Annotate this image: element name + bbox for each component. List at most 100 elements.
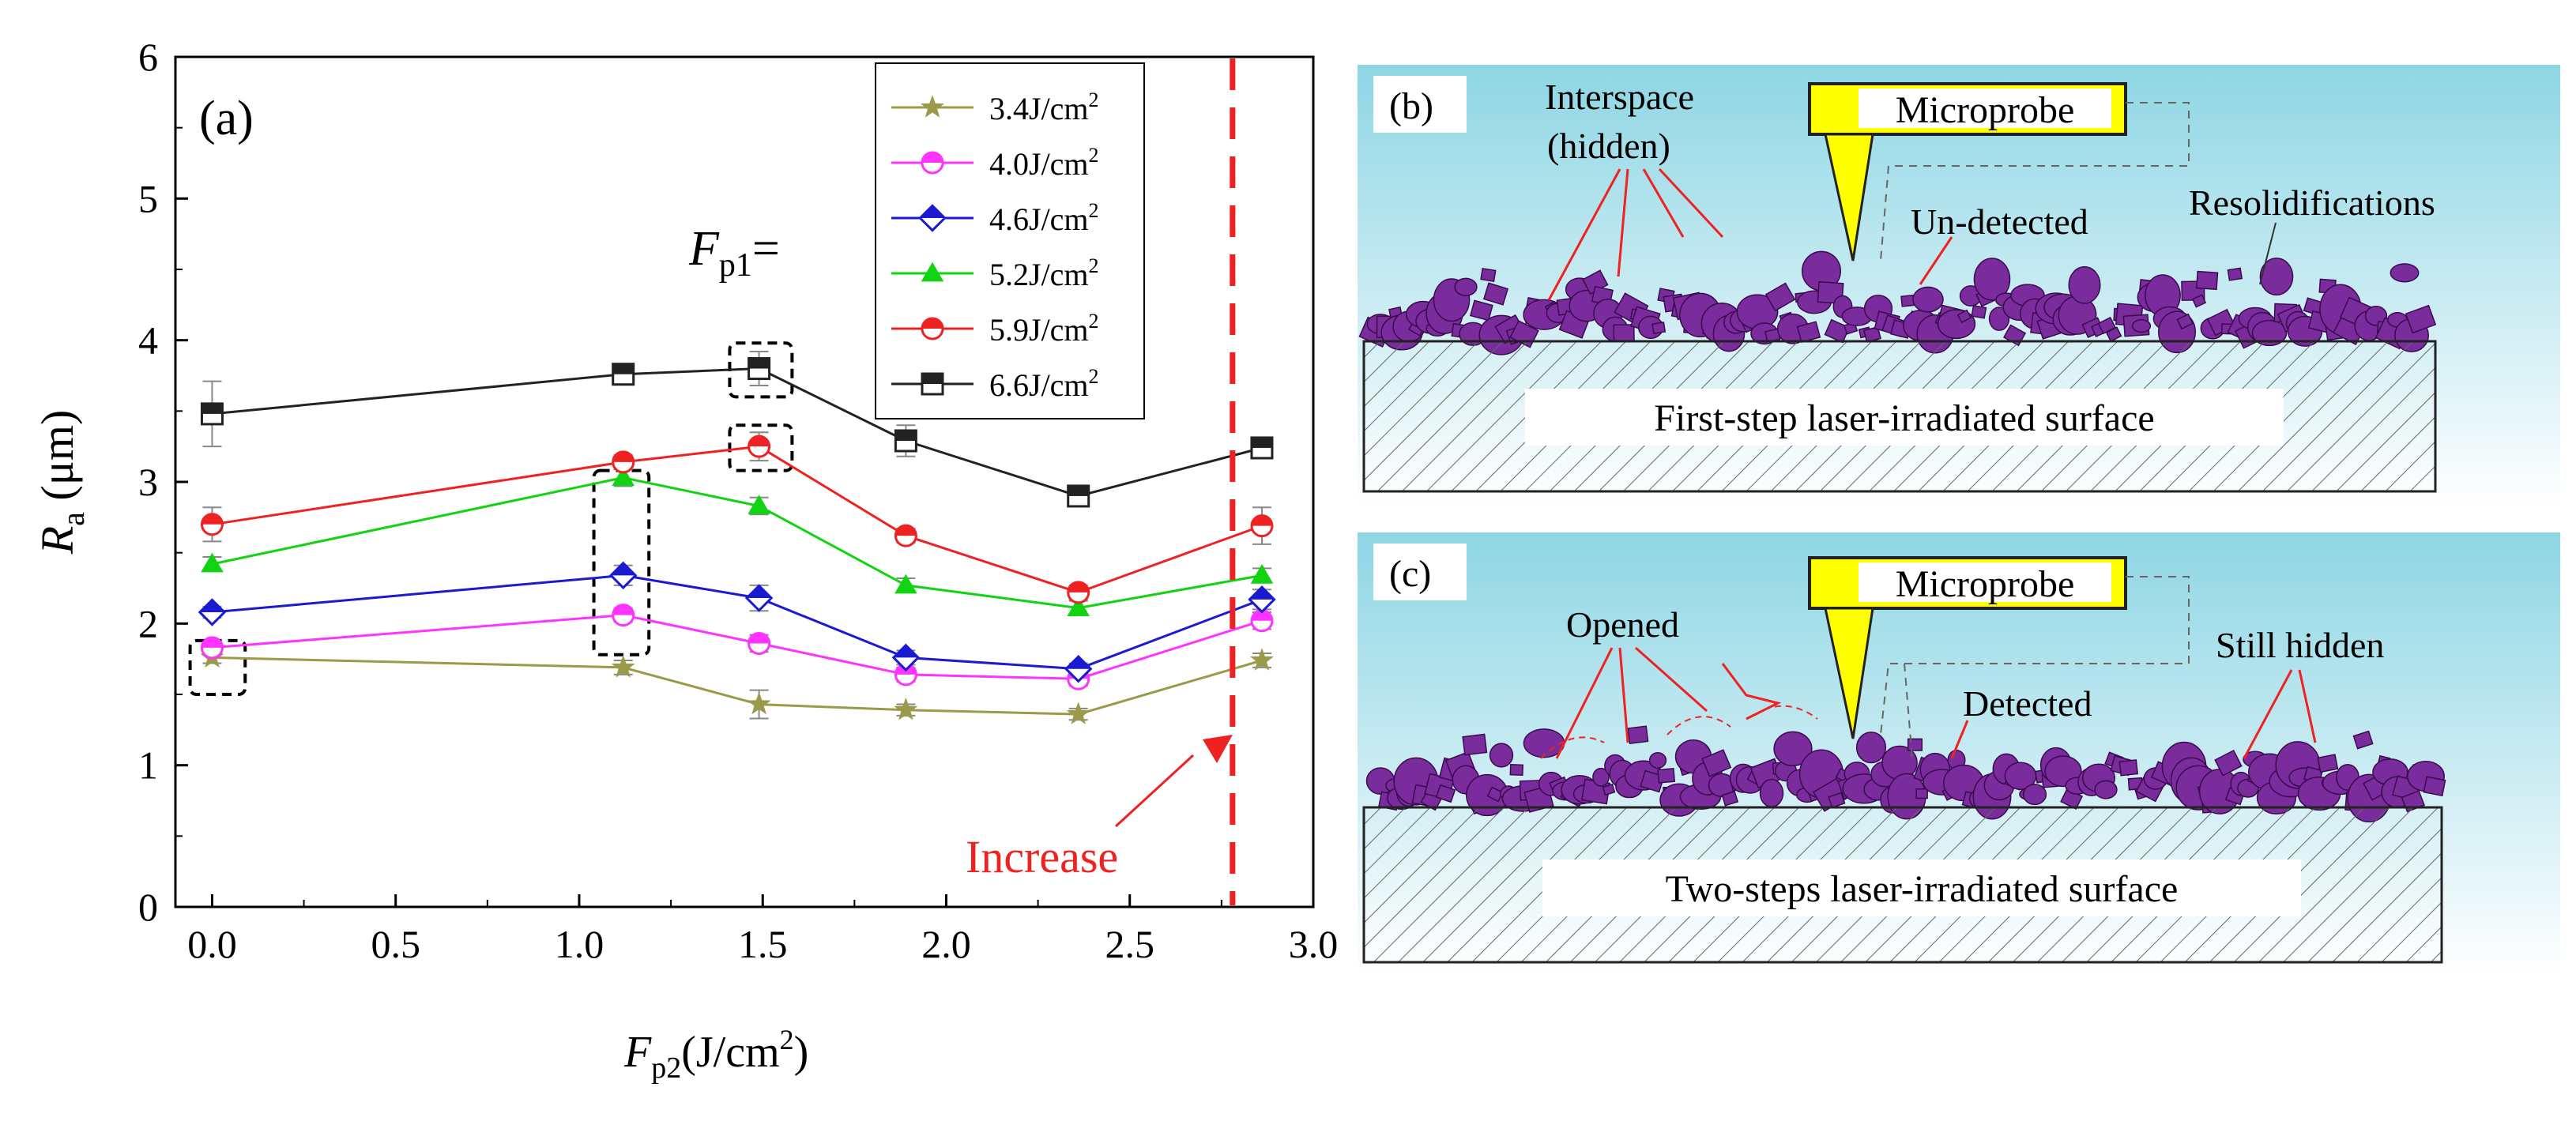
data-point-fill [201,403,223,414]
particle [2105,326,2122,342]
legend-label-text: 3.4J/cm [989,91,1089,126]
particle [2118,759,2139,777]
legend-label-sup: 2 [1089,144,1099,167]
data-point-fill [201,637,223,648]
data-point-fill [199,600,225,612]
legend-marker-fill [922,318,943,329]
resolidification-particles [1358,250,2437,355]
opened-outlines [1540,705,1818,759]
data-point-fill [895,430,917,441]
series-line [212,476,1263,610]
particle [1648,751,1667,769]
substrate-b-label-bg [1525,389,2284,446]
legend-label: 4.0J/cm2 [989,144,1099,182]
legend-label-sup: 2 [1089,310,1099,333]
data-point-fill [1249,587,1275,600]
data-point-fill [748,436,770,447]
data-point-fill [612,451,634,462]
series-line [212,656,1263,716]
microprobe-b-label-bg [1859,88,2111,128]
series-3.4J/cm [200,645,1275,724]
particle [1912,286,1944,313]
particle [1489,743,1514,768]
panel-c: (c) Two-steps laser-irradiated surface M… [1358,532,2560,975]
data-point [1066,702,1090,724]
x-label-close: ) [794,1028,809,1077]
x-label-sup: 2 [780,1024,794,1055]
resolidification-particles-opened [1365,725,2446,823]
particle [2405,304,2437,334]
annotation-undetected: Un-detected [1911,201,2088,242]
data-point-fill [611,562,636,576]
annotation-resolidifications: Resolidifications [2189,182,2435,223]
x-label-main: F [623,1028,652,1077]
highlight-box [592,468,651,656]
legend: 3.4J/cm24.0J/cm24.6J/cm25.2J/cm25.9J/cm2… [891,88,1099,403]
legend-label-text: 4.0J/cm [989,146,1089,182]
particle [1956,309,1972,324]
data-point [201,552,224,573]
y-tick-label: 2 [138,601,158,645]
y-label-sub: a [55,512,91,526]
legend-marker-fill [922,152,943,163]
particle [2097,316,2116,335]
particle [2214,750,2243,777]
data-point-fill [1251,515,1272,526]
x-tick-label: 1.0 [555,922,604,966]
particle [2423,776,2446,797]
particle [1773,731,1813,767]
substrate-b-label: First-step laser-irradiated surface [1654,397,2154,439]
legend-label-text: 5.2J/cm [989,257,1089,292]
particle [1454,277,1478,296]
particle [2195,270,2219,291]
panel-b-label-box [1373,76,1467,133]
data-point [894,574,917,594]
annotation-c-leaders [1555,646,2317,759]
microprobe-b-tip [1824,133,1874,261]
data-point-fill [748,633,770,644]
data-point-fill [201,513,223,525]
legend-label-sup: 2 [1089,254,1099,277]
particle [1651,322,1666,334]
particle [1486,786,1504,803]
legend-label: 5.9J/cm2 [989,310,1099,348]
particle [1759,778,1784,808]
data-point [1067,596,1090,617]
data-point [894,697,918,720]
particle [2191,294,2207,308]
particle [1973,258,2011,301]
y-tick-label: 1 [138,743,158,788]
legend-label-sup: 2 [1089,365,1099,388]
particle [1855,732,1887,764]
data-point-fill [893,645,918,658]
microprobe-c-label-bg [1859,562,2111,602]
annotation-opened: Opened [1566,604,1679,645]
series-line [212,614,1263,680]
data-point-fill [746,585,772,599]
legend-label-text: 6.6J/cm [989,367,1089,403]
particle [1613,324,1635,343]
annotation-interspace: Interspace [1545,77,1694,117]
particle [2352,730,2374,750]
panel-a-label: (a) [199,92,254,145]
series-4.0J/cm [200,604,1274,690]
highlight-box [728,423,794,472]
x-tick-label: 2.5 [1105,922,1154,966]
panel-b: (b) First-step laser-irradiated surface … [1358,65,2560,507]
data-point [611,655,635,678]
particle [1509,763,1524,776]
x-label-sub: p2 [651,1051,681,1085]
data-point [1250,648,1275,671]
y-label-main: R [32,526,83,555]
data-point-fill [1068,485,1089,496]
x-tick-label: 1.5 [738,922,788,966]
x-tick-label: 3.0 [1289,922,1339,966]
legend-title: Fp1= [688,222,780,284]
x-label-unit: (J/cm [681,1028,779,1077]
x-tick-label: 2.0 [921,922,971,966]
microprobe-c-ghost-tip [1904,663,1913,759]
particle [2131,319,2152,333]
data-point-fill [1068,581,1089,592]
particle [1627,725,1649,744]
